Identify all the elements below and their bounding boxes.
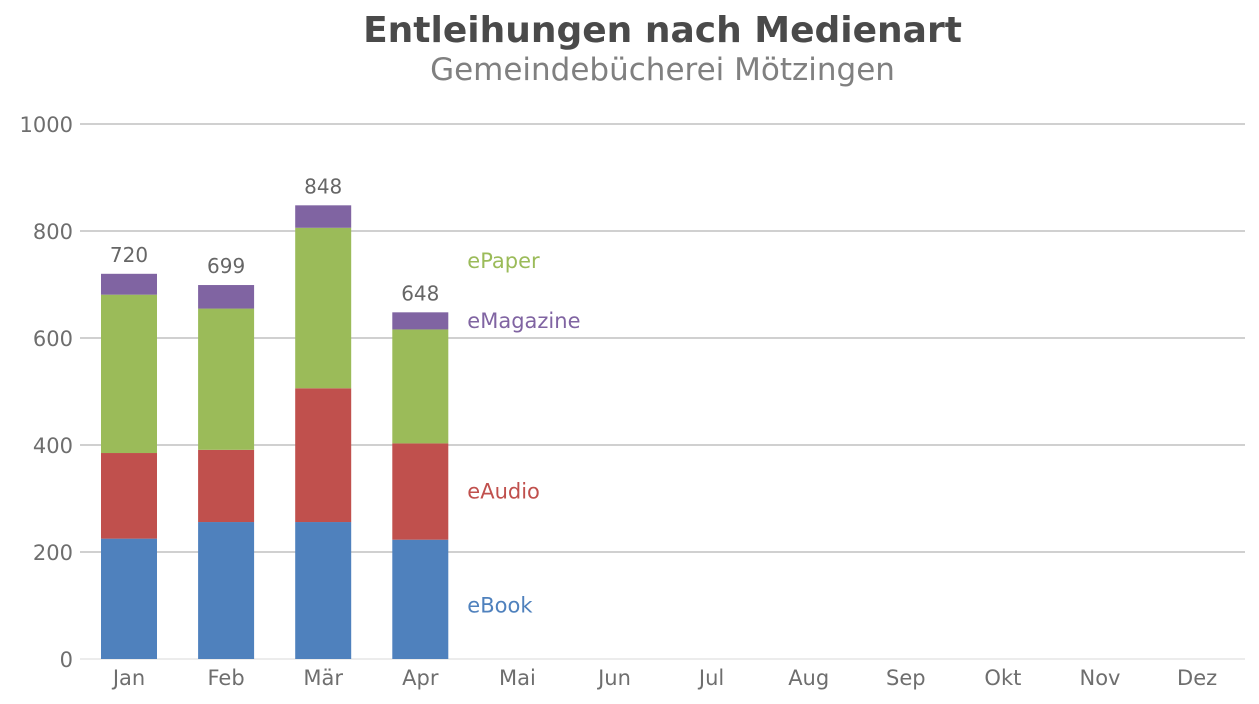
chart-subtitle: Gemeindebücherei Mötzingen [430, 52, 895, 88]
y-tick-label: 200 [33, 541, 73, 565]
series-label: eBook [467, 594, 533, 618]
bar-total-label: 699 [207, 254, 245, 278]
series-label: ePaper [467, 249, 540, 273]
x-tick-label: Jun [596, 666, 631, 690]
series-label: eMagazine [467, 309, 580, 333]
bar-segment [392, 329, 449, 444]
x-tick-label: Feb [208, 666, 245, 690]
bar-segment [101, 273, 157, 295]
chart-title: Entleihungen nach Medienart [363, 10, 962, 51]
bar-segment [101, 453, 157, 539]
x-tick-label: Mär [303, 666, 343, 690]
x-tick-label: Jul [697, 666, 724, 690]
bar-segment [198, 285, 255, 309]
x-tick-label: Sep [886, 666, 926, 690]
bar-segment [295, 388, 352, 523]
x-tick-label: Dez [1177, 666, 1217, 690]
series-label: eAudio [467, 480, 540, 504]
bar-segment [101, 538, 157, 659]
x-tick-label: Okt [984, 666, 1021, 690]
bar-segment [198, 449, 255, 523]
bar-total-label: 648 [401, 281, 439, 305]
bar-segment [392, 539, 449, 659]
y-tick-label: 800 [33, 220, 73, 244]
x-tick-label: Jan [111, 666, 145, 690]
bar-segment [295, 227, 352, 389]
bar-segment [198, 308, 255, 450]
bar-segment [295, 522, 352, 659]
bar-segment [392, 443, 449, 540]
bar-segment [198, 522, 255, 659]
y-tick-label: 0 [60, 648, 73, 672]
x-tick-label: Aug [788, 666, 829, 690]
x-tick-label: Nov [1080, 666, 1121, 690]
y-tick-label: 1000 [20, 113, 73, 137]
bar-total-label: 720 [110, 243, 148, 267]
x-tick-label: Apr [402, 666, 439, 690]
bar-segment [295, 205, 352, 228]
bar-segment [101, 294, 157, 454]
y-tick-label: 400 [33, 434, 73, 458]
x-tick-label: Mai [499, 666, 536, 690]
bar-segment [392, 312, 449, 330]
bar-total-label: 848 [304, 174, 342, 198]
y-tick-label: 600 [33, 327, 73, 351]
